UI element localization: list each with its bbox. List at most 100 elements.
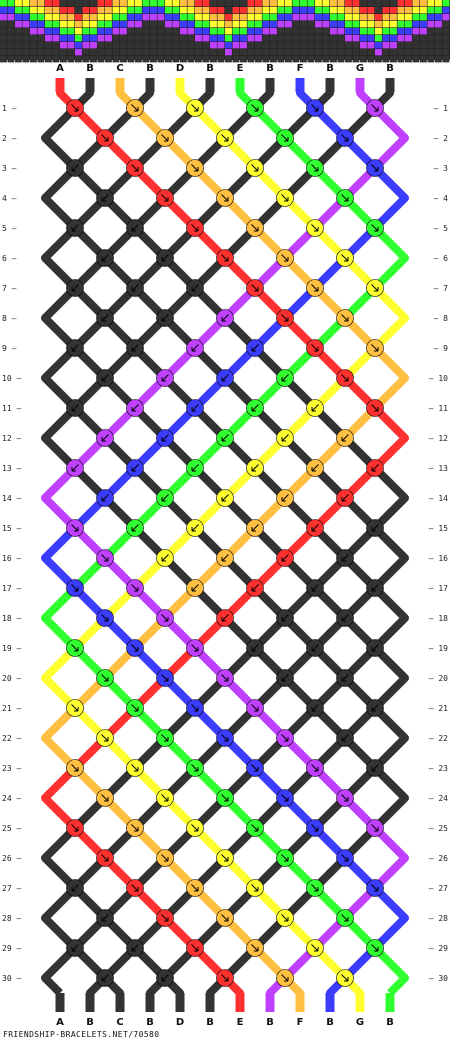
knot-arrow-icon (371, 104, 379, 112)
knot (306, 579, 324, 597)
preview-cell (112, 7, 120, 14)
preview-cell (172, 49, 180, 56)
preview-cell (382, 56, 390, 63)
preview-cell (435, 49, 442, 56)
preview-cell (367, 42, 375, 49)
knot-arrow-icon (161, 794, 169, 802)
preview-cell (75, 28, 82, 35)
knot (366, 279, 384, 297)
preview-cell (345, 35, 352, 42)
knot (156, 849, 174, 867)
preview-cell (67, 56, 75, 63)
bottom-label-3: B (146, 1017, 154, 1028)
preview-cell (217, 49, 225, 56)
knot-arrow-icon (251, 884, 259, 892)
knot-arrow-icon (341, 794, 349, 802)
preview-cell (360, 49, 367, 56)
preview-cell (427, 21, 435, 28)
preview-cell (202, 35, 210, 42)
preview-cell (225, 42, 232, 49)
preview-cell (60, 21, 67, 28)
preview-cell (210, 14, 217, 21)
preview-cell (240, 7, 247, 14)
knot (336, 309, 354, 327)
preview-cell (262, 42, 270, 49)
knot (186, 159, 204, 177)
preview-cell (255, 21, 262, 28)
knot (186, 939, 204, 957)
preview-cell (30, 35, 37, 42)
knot-arrow-icon (161, 254, 169, 262)
edge-strand (387, 900, 409, 936)
preview-cell (142, 21, 150, 28)
bottom-label-4: D (176, 1017, 184, 1028)
knot (96, 129, 114, 147)
knot-arrow-icon (71, 524, 79, 532)
preview-cell (7, 28, 15, 35)
knot-arrow-icon (161, 494, 169, 502)
knot (276, 309, 294, 327)
preview-cell (255, 42, 262, 49)
knot (246, 159, 264, 177)
preview-cell (157, 35, 165, 42)
preview-cell (15, 14, 22, 21)
row-number-left: 16 — (2, 554, 21, 563)
row-number-left: 19 — (2, 644, 21, 653)
top-label-8: F (297, 63, 304, 74)
preview-cell (405, 14, 412, 21)
edge-strand (387, 600, 409, 636)
preview-cell (217, 28, 225, 35)
preview-cell (105, 49, 112, 56)
knot-arrow-icon (341, 374, 349, 382)
preview-cell (22, 21, 30, 28)
row-number-left: 5 — (2, 224, 17, 233)
knot (66, 459, 84, 477)
knot-arrow-icon (71, 224, 79, 232)
knot (336, 789, 354, 807)
preview-cell (232, 42, 240, 49)
preview-cell (97, 56, 105, 63)
row-number-right: — 13 (429, 464, 448, 473)
preview-cell (405, 56, 412, 63)
row-number-left: 13 — (2, 464, 21, 473)
preview-cell (232, 49, 240, 56)
preview-cell (112, 35, 120, 42)
knot (216, 849, 234, 867)
row-number-left: 28 — (2, 914, 21, 923)
preview-cell (105, 28, 112, 35)
preview-cell (390, 7, 397, 14)
row-number-left: 11 — (2, 404, 21, 413)
preview-cell (247, 35, 255, 42)
knot-arrow-icon (101, 434, 109, 442)
row-number-right: — 3 (434, 164, 449, 173)
preview-cell (187, 7, 195, 14)
knot (66, 519, 84, 537)
preview-cell (15, 0, 22, 7)
preview-cell (330, 35, 337, 42)
knot-arrow-icon (251, 224, 259, 232)
knot-arrow-icon (71, 704, 79, 712)
knot (306, 759, 324, 777)
preview-cell (270, 21, 277, 28)
knot (336, 429, 354, 447)
row-number-right: — 6 (434, 254, 449, 263)
top-label-1: B (86, 63, 94, 74)
knot (156, 249, 174, 267)
top-label-5: B (206, 63, 214, 74)
preview-cell (330, 42, 337, 49)
preview-cell (315, 49, 322, 56)
knot-arrow-icon (221, 194, 229, 202)
preview-cell (45, 35, 52, 42)
knot-arrow-icon (221, 614, 229, 622)
preview-cell (270, 35, 277, 42)
row-number-left: 30 — (2, 974, 21, 983)
preview-cell (202, 7, 210, 14)
preview-cell (112, 0, 120, 7)
row-number-right: — 18 (429, 614, 448, 623)
preview-cell (367, 21, 375, 28)
preview-cell (360, 21, 367, 28)
knot (96, 909, 114, 927)
preview-cell (270, 7, 277, 14)
knot (186, 399, 204, 417)
knot (126, 939, 144, 957)
